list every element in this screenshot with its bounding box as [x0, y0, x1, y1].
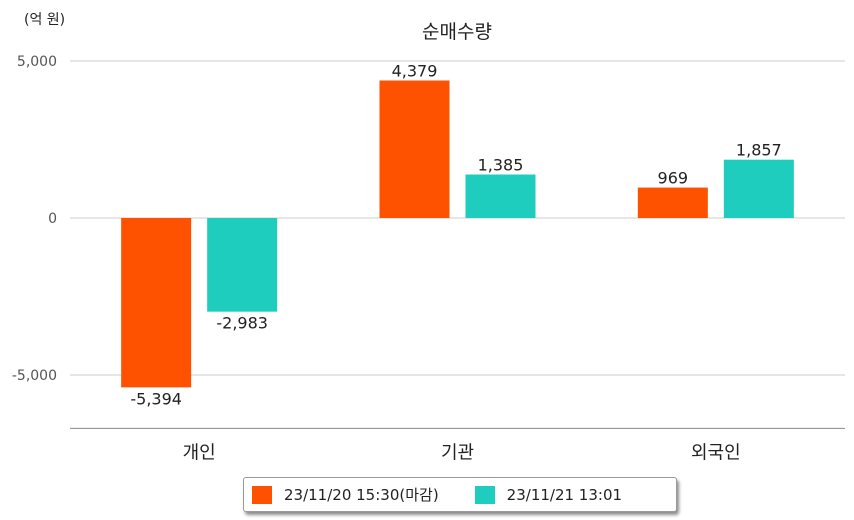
bar — [121, 218, 192, 388]
legend-swatch-series-1 — [252, 485, 272, 504]
data-label: 1,385 — [478, 156, 524, 175]
chart-title: 순매수량 — [422, 21, 492, 43]
bar — [379, 80, 450, 219]
x-tick-label: 외국인 — [691, 442, 741, 463]
legend: 23/11/20 15:30(마감) 23/11/21 13:01 — [243, 477, 677, 512]
data-label: -5,394 — [130, 389, 182, 408]
y-tick-label: 0 — [48, 211, 57, 227]
bar — [637, 187, 708, 218]
data-label: -2,983 — [216, 314, 268, 333]
bar — [207, 218, 278, 312]
legend-label-series-2: 23/11/21 13:01 — [506, 485, 623, 504]
y-tick-label: -5,000 — [12, 368, 57, 384]
data-label: 1,857 — [736, 141, 782, 160]
bar — [723, 159, 794, 218]
bar — [465, 174, 536, 218]
y-tick-label: 5,000 — [17, 54, 57, 70]
data-label: 969 — [658, 169, 689, 188]
legend-swatch-series-2 — [474, 485, 495, 504]
x-tick-label: 기관 — [441, 442, 474, 463]
legend-item-series-1[interactable]: 23/11/20 15:30(마감) — [252, 484, 439, 505]
x-tick-label: 개인 — [183, 442, 216, 463]
unit-label: (억 원) — [24, 12, 65, 28]
legend-label-series-1: 23/11/20 15:30(마감) — [284, 486, 439, 504]
legend-item-series-2[interactable]: 23/11/21 13:01 — [474, 485, 623, 504]
data-label: 4,379 — [392, 61, 438, 80]
